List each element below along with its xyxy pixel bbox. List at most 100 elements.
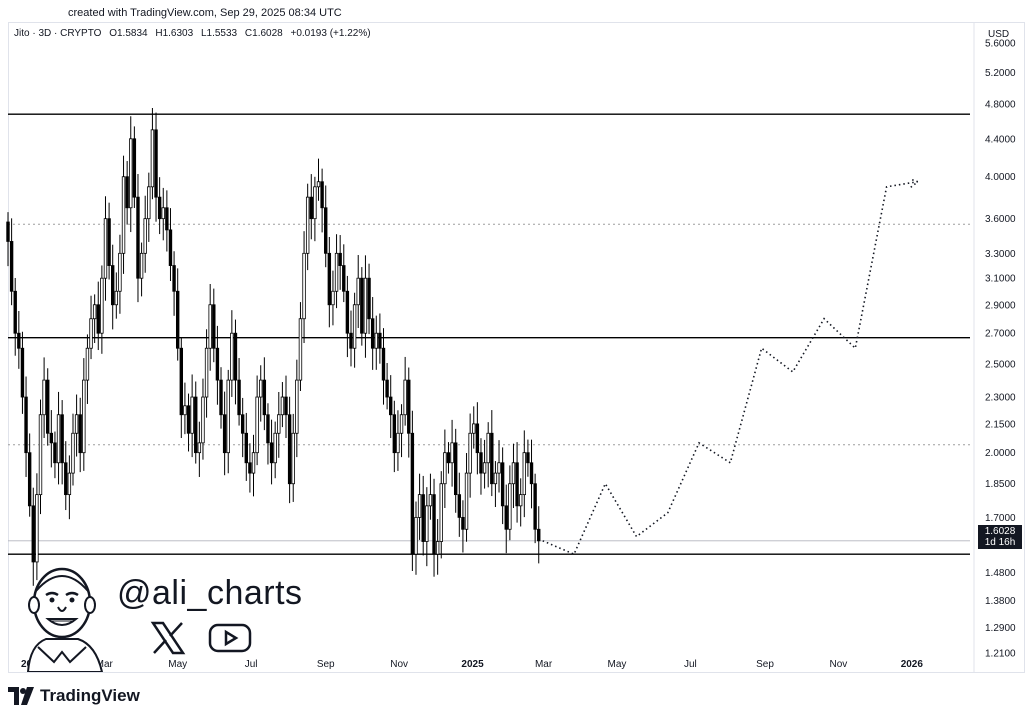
candle[interactable] [421,494,425,542]
candle[interactable] [230,332,234,381]
candle[interactable] [31,505,35,563]
candle[interactable] [515,462,519,507]
candle[interactable] [219,379,223,416]
candle[interactable] [526,452,530,464]
candle[interactable] [273,432,277,464]
candle[interactable] [49,432,54,444]
candle[interactable] [327,252,332,306]
candle[interactable] [125,176,129,209]
candle[interactable] [143,218,147,254]
candle[interactable] [360,277,364,334]
candle[interactable] [175,290,180,349]
candle[interactable] [316,181,321,188]
candle[interactable] [183,405,187,416]
candle[interactable] [35,494,39,563]
candle[interactable] [208,304,212,349]
candle[interactable] [190,396,194,434]
candle[interactable] [53,442,57,464]
candle[interactable] [428,494,433,507]
candle[interactable] [111,265,115,306]
candle[interactable] [475,423,480,454]
candle[interactable] [121,176,126,254]
candle[interactable] [497,462,501,474]
candle[interactable] [338,252,342,266]
candle[interactable] [42,379,46,416]
candle[interactable] [504,505,508,530]
candle[interactable] [78,414,82,454]
candle[interactable] [92,304,97,320]
candle[interactable] [71,432,75,474]
candle[interactable] [472,423,476,434]
candle[interactable] [186,405,191,434]
candle[interactable] [118,252,122,292]
candle[interactable] [508,483,512,530]
candle[interactable] [334,252,339,292]
candle[interactable] [60,414,64,464]
youtube-icon[interactable] [208,623,252,653]
candle[interactable] [479,452,483,474]
candle[interactable] [168,229,173,266]
candle[interactable] [114,290,119,306]
candle[interactable] [313,186,317,220]
candle[interactable] [302,252,306,320]
candle[interactable] [370,318,375,349]
candle[interactable] [367,277,371,320]
candle[interactable] [396,432,400,454]
candle[interactable] [518,494,523,507]
candle[interactable] [490,432,494,485]
candle[interactable] [38,414,43,496]
candle[interactable] [342,265,346,292]
candle[interactable] [20,347,25,398]
candle[interactable] [417,494,422,518]
candle[interactable] [197,442,202,454]
candle[interactable] [172,265,176,292]
candle[interactable] [500,462,505,507]
candle[interactable] [446,452,451,464]
candle[interactable] [251,452,256,474]
candle[interactable] [204,347,209,398]
candle[interactable] [468,432,472,474]
candle[interactable] [100,277,104,334]
candle[interactable] [381,347,386,381]
candle[interactable] [165,207,169,231]
candle[interactable] [464,472,469,530]
candle[interactable] [295,379,299,434]
candle[interactable] [103,218,108,279]
candle[interactable] [56,414,61,464]
candle[interactable] [392,414,397,454]
candle[interactable] [157,196,162,220]
candle[interactable] [522,452,526,496]
candle[interactable] [324,207,328,254]
candle[interactable] [17,332,21,349]
candle[interactable] [493,472,498,485]
candle[interactable] [277,414,281,434]
candle[interactable] [461,516,465,530]
candle[interactable] [345,290,350,334]
candle[interactable] [486,432,490,464]
candle[interactable] [226,379,230,454]
candle[interactable] [147,186,151,220]
candle[interactable] [529,462,534,485]
candle[interactable] [255,396,259,454]
candle[interactable] [244,432,248,464]
candle[interactable] [201,396,205,444]
candle[interactable] [46,379,50,434]
candle[interactable] [410,432,415,555]
candle[interactable] [27,452,32,507]
candle[interactable] [237,379,241,416]
candle[interactable] [179,347,184,416]
candle[interactable] [533,483,537,530]
candle[interactable] [266,414,270,444]
candle[interactable] [24,396,28,454]
candle[interactable] [331,290,335,306]
candle[interactable] [132,138,137,198]
candle[interactable] [378,332,382,349]
candle[interactable] [385,379,389,398]
candle[interactable] [194,396,198,454]
candle[interactable] [443,452,447,485]
candle[interactable] [482,462,487,474]
candle[interactable] [85,347,90,381]
candle[interactable] [215,347,220,381]
candle[interactable] [287,414,292,485]
